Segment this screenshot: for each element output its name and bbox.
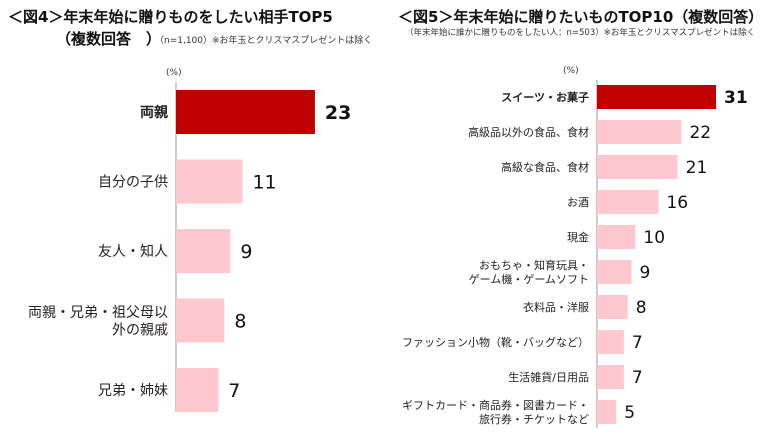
chart5-category-label: 生活雑貨/日用品 (508, 370, 589, 384)
chart5-category-label: スイーツ・お菓子 (501, 90, 589, 104)
chart5-bar (597, 155, 678, 179)
chart5-value-label: 16 (666, 193, 688, 213)
chart5-category-label: 衣料品・洋服 (523, 300, 589, 314)
chart5-category-label: お酒 (567, 196, 589, 209)
chart5-bar (597, 295, 628, 319)
chart4-value-label: 7 (228, 380, 240, 402)
chart5-bar (597, 330, 624, 354)
chart5-bar (597, 190, 659, 214)
chart4-category-label: 友人・知人 (98, 243, 168, 260)
chart4-note: （n=1,100）※お年玉とクリスマスプレゼントは除く (155, 36, 373, 46)
chart5-value-label: 22 (689, 123, 711, 143)
chart4-category-label: 自分の子供 (98, 175, 168, 191)
chart5-value-label: 21 (686, 158, 708, 178)
chart4-category-label: 両親 (140, 104, 168, 121)
chart4-title-line2: （複数回答 ） (56, 30, 162, 48)
chart4-bar (176, 90, 315, 134)
chart4-unit: (%) (166, 68, 182, 78)
chart5-value-label: 5 (624, 403, 635, 423)
chart4-bar (176, 298, 225, 343)
chart5-unit: (%) (563, 66, 579, 76)
chart5-note: （年末年始に誰かに贈りものをしたい人：n=503）※お年玉とクリスマスプレゼント… (405, 28, 756, 38)
chart4-bar (176, 159, 243, 204)
chart4-value-label: 9 (240, 241, 252, 263)
chart5-value-label: 31 (724, 88, 748, 108)
chart4-value-label: 8 (234, 310, 246, 332)
chart5-value-label: 9 (640, 263, 651, 283)
chart5-category-label: 高級な食品、食材 (501, 160, 589, 174)
chart5-category-label: 現金 (567, 230, 589, 244)
chart5-value-label: 7 (632, 333, 643, 353)
chart5-bar (597, 85, 717, 109)
chart4-category-label: 兄弟・姉妹 (98, 383, 168, 399)
chart5-category-label: ギフトカード・商品券・図書カード・旅行券・チケットなど (402, 398, 589, 426)
chart5-category-label: 高級品以外の食品、食材 (468, 125, 589, 139)
chart5-category-label: おもちゃ・知育玩具・ゲーム機・ゲームソフト (469, 258, 589, 286)
chart5-bar (597, 365, 624, 389)
chart5-category-label: ファッション小物（靴・バッグなど） (402, 335, 589, 349)
chart5-value-label: 10 (643, 228, 665, 248)
chart5-bar (597, 120, 682, 144)
chart4-bar (176, 368, 219, 412)
chart5-title: ＜図5＞年末年始に贈りたいものTOP10（複数回答） (398, 8, 764, 26)
chart4-category-label: 両親・兄弟・祖父母以外の親戚 (28, 305, 168, 339)
chart5-bar (597, 260, 632, 284)
chart5-bar (597, 225, 636, 249)
chart4-value-label: 11 (252, 171, 276, 193)
chart4-title: ＜図4＞年末年始に贈りものをしたい相手TOP5 (8, 8, 333, 26)
chart4-value-label: 23 (325, 102, 351, 124)
chart5-value-label: 8 (636, 298, 647, 318)
chart5-value-label: 7 (632, 368, 643, 388)
chart4-bar (176, 229, 231, 273)
chart5-bar (597, 400, 617, 424)
